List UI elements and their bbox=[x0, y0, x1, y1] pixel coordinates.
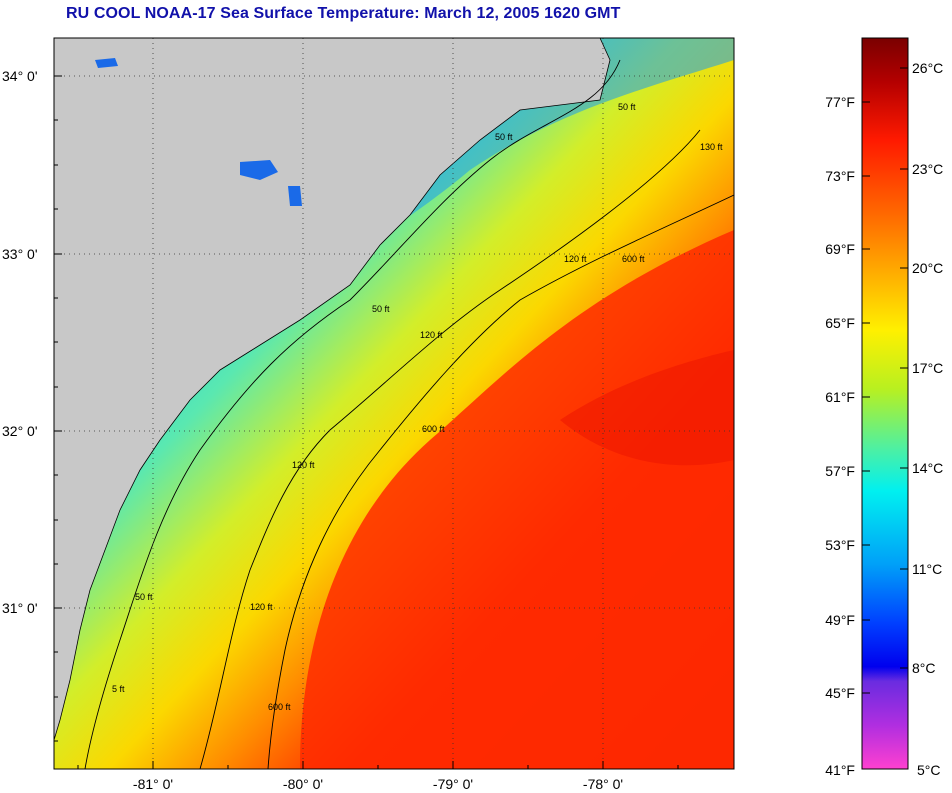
contour-label: 600 ft bbox=[268, 702, 291, 712]
lon-ticks bbox=[77, 761, 679, 769]
contour-120ft bbox=[199, 129, 701, 769]
celsius-label: 26°C bbox=[912, 60, 943, 76]
contour-label: 120 ft bbox=[564, 254, 587, 264]
fahrenheit-label: 65°F bbox=[825, 315, 855, 331]
contour-label: 120 ft bbox=[420, 330, 443, 340]
contour-label: 5 ft bbox=[112, 684, 125, 694]
gulf-stream-core bbox=[300, 230, 734, 769]
contour-label: 50 ft bbox=[372, 304, 390, 314]
celsius-label: 5°C bbox=[917, 762, 941, 778]
fahrenheit-label: 49°F bbox=[825, 612, 855, 628]
temperature-colorbar bbox=[861, 37, 909, 770]
map-area: 50 ft 50 ft 50 ft 50 ft 120 ft 120 ft 12… bbox=[54, 38, 734, 769]
celsius-label: 23°C bbox=[912, 161, 943, 177]
lon-label: -81° 0' bbox=[133, 776, 173, 792]
contour-label: 120 ft bbox=[292, 460, 315, 470]
fahrenheit-ticks bbox=[862, 101, 870, 694]
fahrenheit-label: 45°F bbox=[825, 685, 855, 701]
lat-ticks bbox=[54, 75, 62, 742]
map-title: RU COOL NOAA-17 Sea Surface Temperature:… bbox=[66, 5, 621, 22]
map-frame bbox=[53, 37, 735, 770]
celsius-ticks bbox=[900, 67, 908, 669]
contour-label: 50 ft bbox=[495, 132, 513, 142]
land-mass bbox=[54, 38, 611, 741]
contour-label: 120 ft bbox=[250, 602, 273, 612]
contour-label: 50 ft bbox=[135, 592, 153, 602]
fahrenheit-label: 53°F bbox=[825, 537, 855, 553]
fahrenheit-label: 41°F bbox=[825, 762, 855, 778]
fahrenheit-label: 57°F bbox=[825, 463, 855, 479]
lon-label: -78° 0' bbox=[583, 776, 623, 792]
contour-600ft bbox=[267, 194, 734, 769]
lake-moultrie bbox=[288, 186, 302, 206]
lon-label: -79° 0' bbox=[433, 776, 473, 792]
celsius-label: 20°C bbox=[912, 260, 943, 276]
inland-lake bbox=[95, 58, 118, 68]
fahrenheit-label: 73°F bbox=[825, 168, 855, 184]
lat-lon-grid bbox=[54, 38, 734, 769]
contour-label: 130 ft bbox=[700, 142, 723, 152]
lat-label: 33° 0' bbox=[2, 246, 38, 262]
lon-label: -80° 0' bbox=[283, 776, 323, 792]
lake-marion bbox=[240, 160, 278, 180]
lat-label: 32° 0' bbox=[2, 423, 38, 439]
warm-eddy bbox=[560, 350, 734, 466]
celsius-label: 11°C bbox=[912, 561, 942, 577]
contour-label: 600 ft bbox=[622, 254, 645, 264]
contour-50ft bbox=[84, 59, 621, 769]
celsius-label: 14°C bbox=[912, 460, 943, 476]
fahrenheit-label: 69°F bbox=[825, 241, 855, 257]
celsius-label: 8°C bbox=[912, 660, 936, 676]
fahrenheit-label: 77°F bbox=[825, 94, 855, 110]
lat-label: 34° 0' bbox=[2, 68, 38, 84]
celsius-label: 17°C bbox=[912, 360, 943, 376]
fahrenheit-label: 61°F bbox=[825, 389, 855, 405]
contour-label: 50 ft bbox=[618, 102, 636, 112]
lat-label: 31° 0' bbox=[2, 600, 38, 616]
contour-label: 600 ft bbox=[422, 424, 445, 434]
